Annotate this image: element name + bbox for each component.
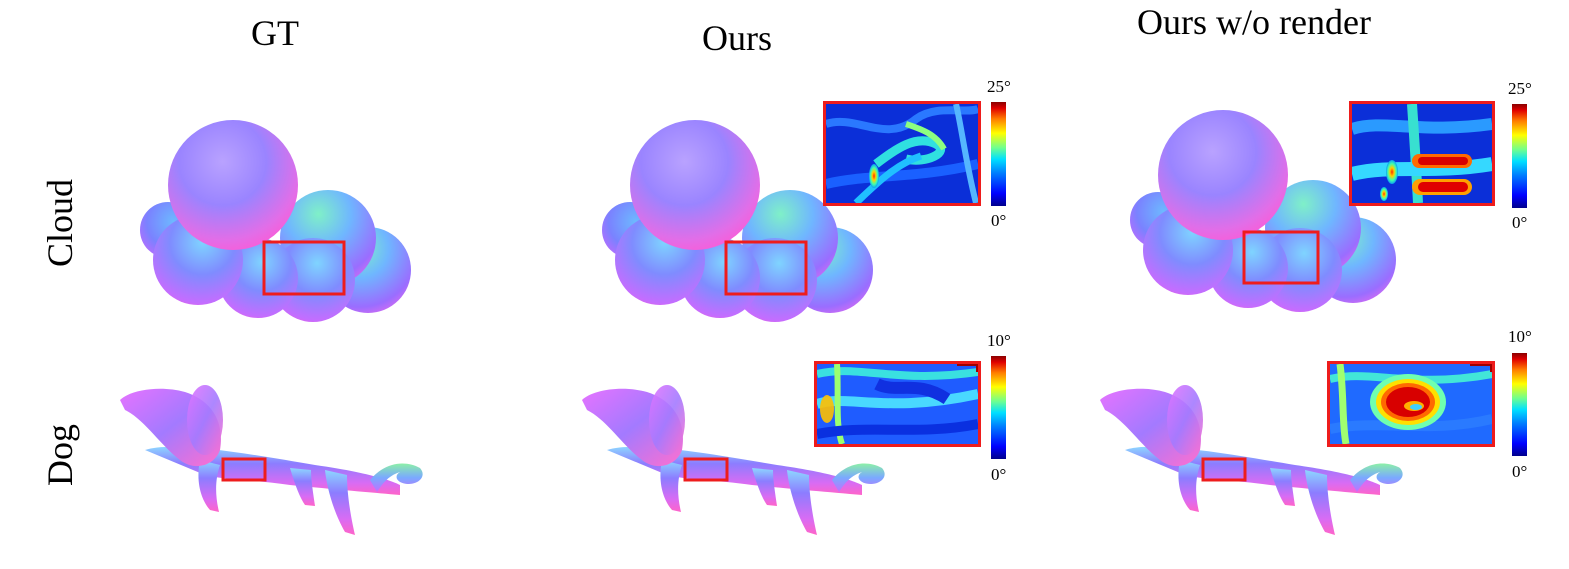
error-heatmap-cloud-ours [823, 101, 981, 206]
column-title-ours-wo-render: Ours w/o render [1137, 2, 1371, 42]
error-heatmap-dog-ours [814, 361, 981, 447]
row-label-cloud: Cloud [40, 179, 80, 268]
cloud-render-ours [602, 120, 873, 322]
colorbar [991, 102, 1006, 206]
colorbar-min-label: 0° [991, 211, 1007, 230]
column-title-gt: GT [251, 13, 299, 53]
error-heatmap-dog-ours-wo-render [1327, 361, 1495, 447]
colorbar-min-label: 0° [1512, 213, 1528, 232]
highlight-box [221, 457, 267, 482]
error-heatmap-cloud-ours-wo-render [1349, 101, 1495, 206]
colorbar [1512, 353, 1527, 456]
colorbar-max-label: 25° [1508, 79, 1532, 98]
column-title-ours: Ours [702, 18, 772, 58]
colorbar-max-label: 25° [987, 77, 1011, 96]
colorbar-min-label: 0° [991, 465, 1007, 484]
dog-render-ours-wo-render [1100, 385, 1403, 535]
highlight-box [1201, 457, 1247, 482]
dog-render-gt [120, 385, 423, 535]
highlight-box [683, 457, 729, 482]
row-label-dog: Dog [40, 424, 80, 486]
colorbar-max-label: 10° [987, 331, 1011, 350]
highlight-box [724, 240, 808, 296]
highlight-box [262, 240, 346, 296]
colorbar-max-label: 10° [1508, 327, 1532, 346]
colorbar [991, 356, 1006, 459]
cloud-render-gt [140, 120, 411, 322]
highlight-box [1242, 230, 1320, 285]
dog-render-ours [582, 385, 885, 535]
cloud-render-ours-wo-render [1130, 110, 1396, 312]
colorbar [1512, 104, 1527, 208]
colorbar-min-label: 0° [1512, 462, 1528, 481]
